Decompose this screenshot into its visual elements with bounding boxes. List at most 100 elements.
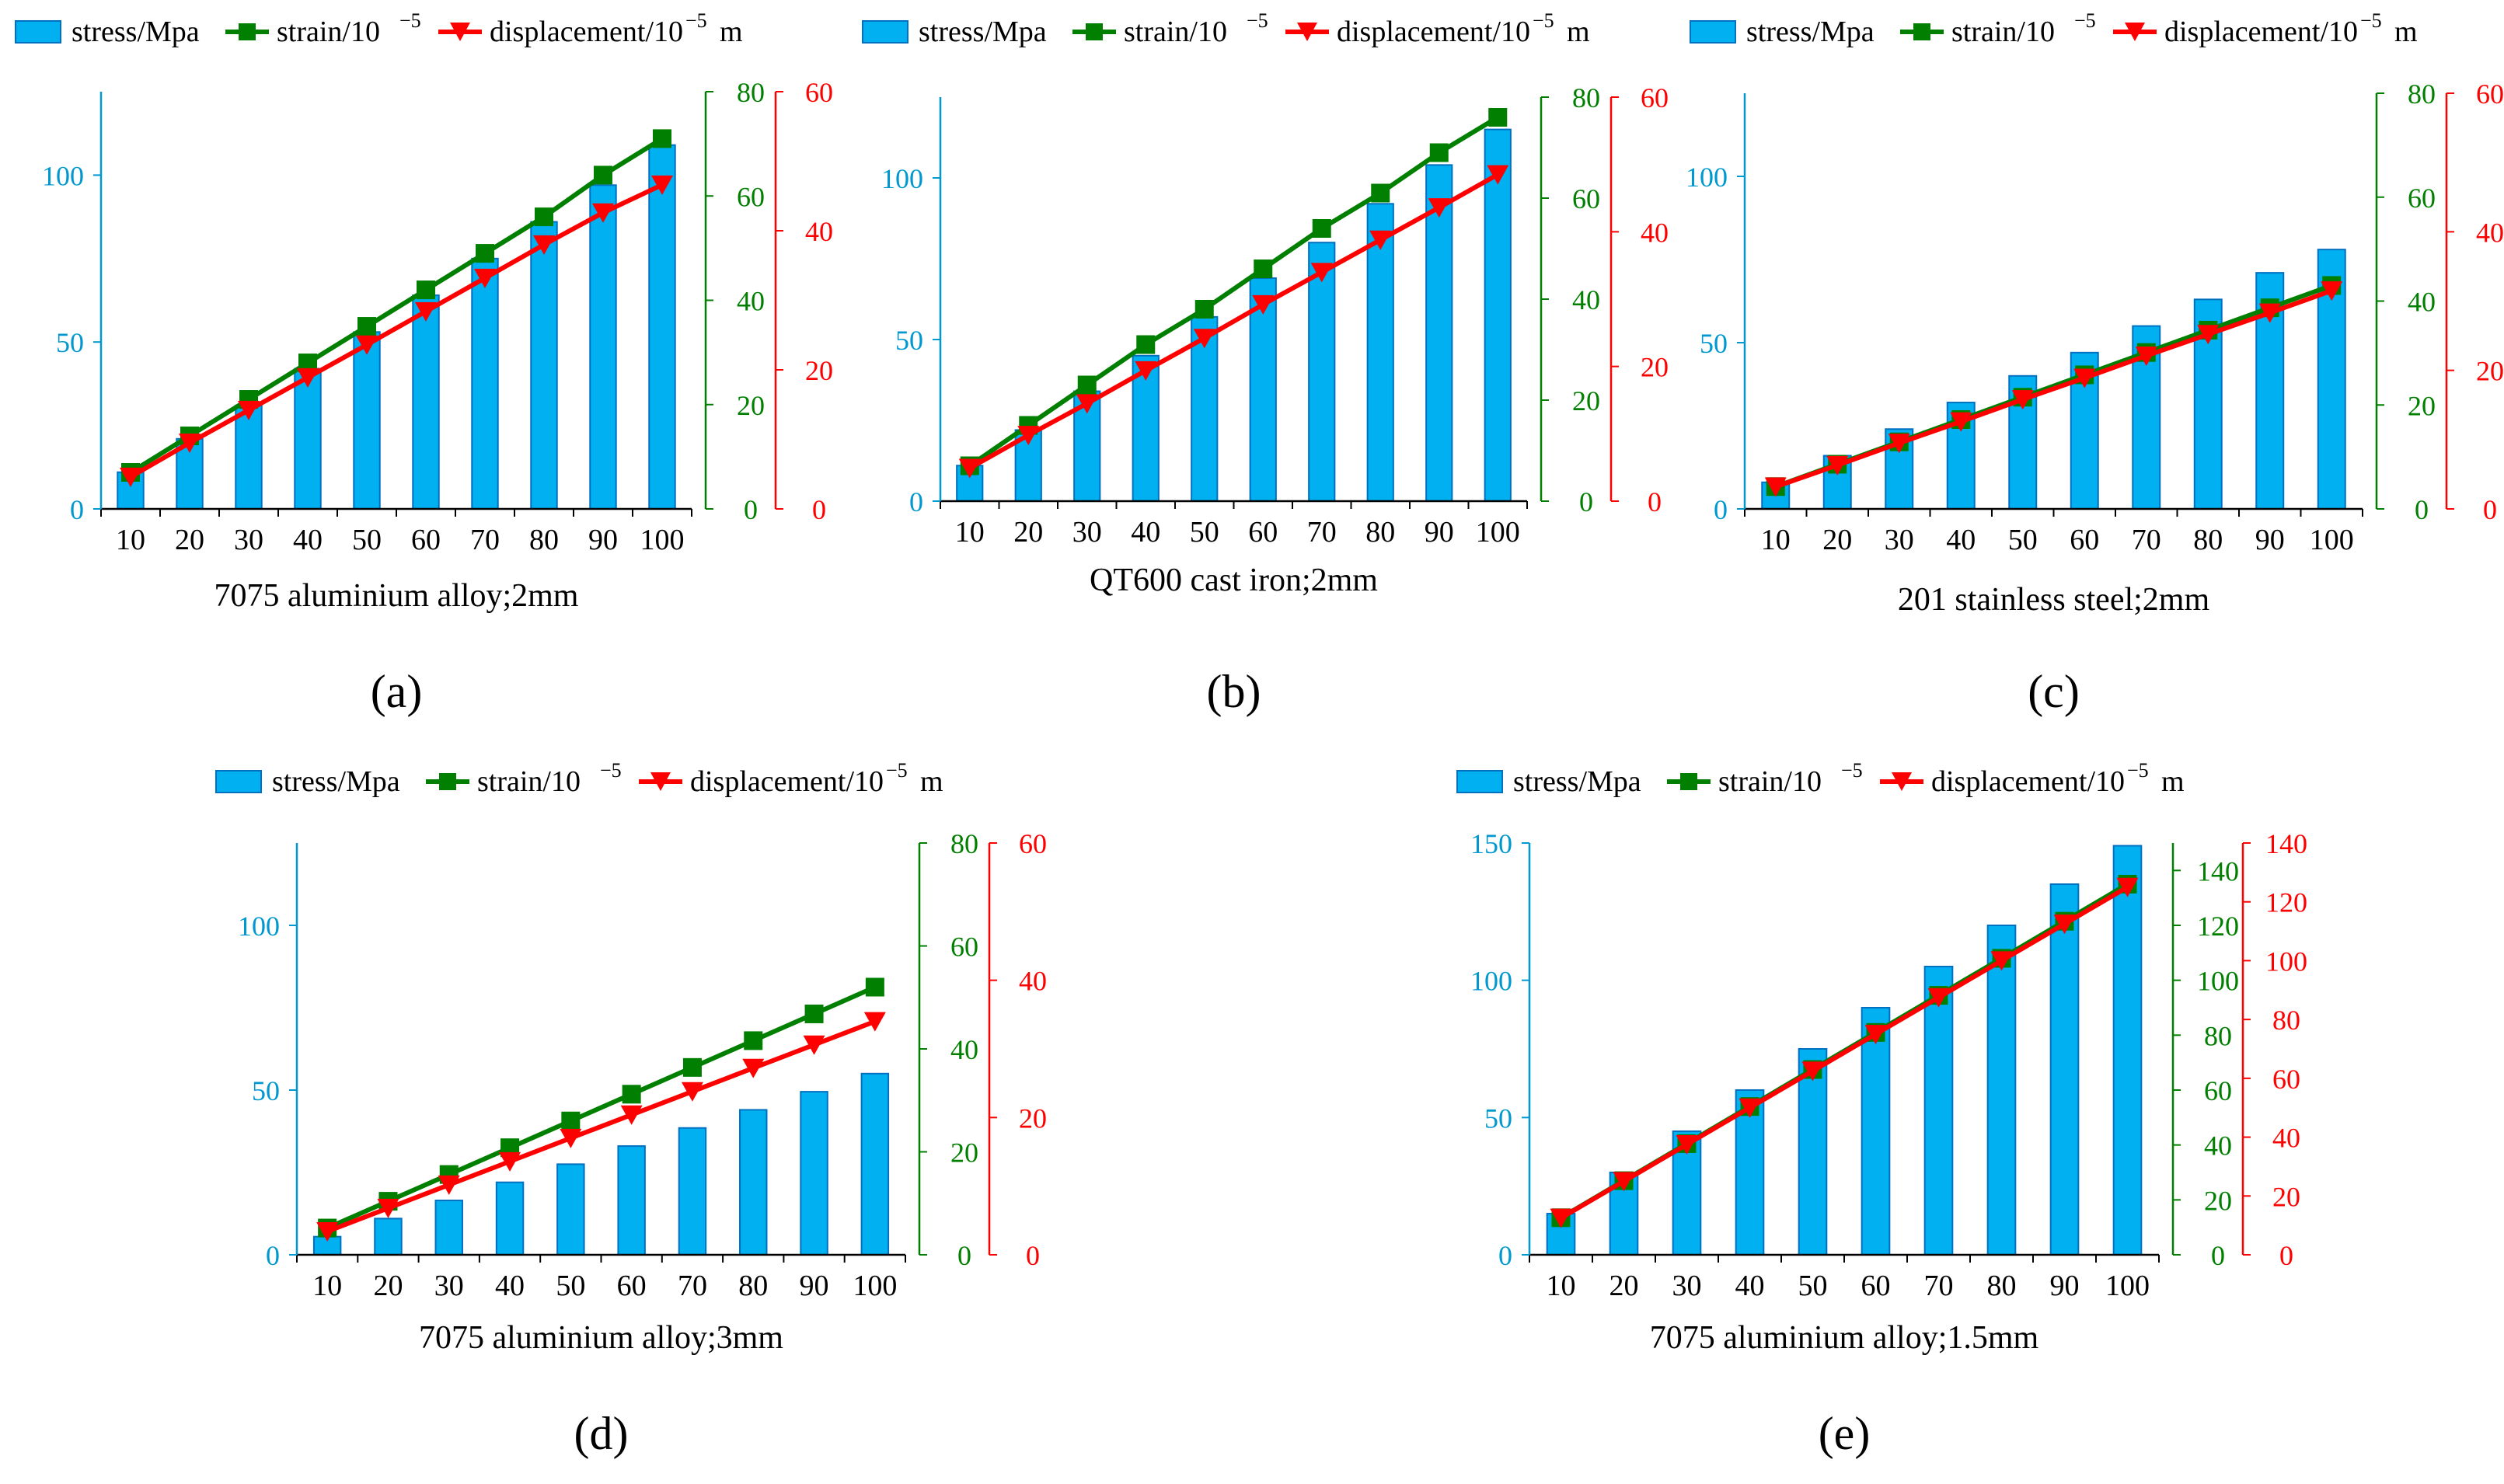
strain-tick-label: 100 (2197, 966, 2239, 997)
displacement-point (415, 301, 437, 322)
strain-point (1077, 375, 1097, 395)
panel-caption: 7075 aluminium alloy;2mm (214, 578, 579, 614)
x-tick-label: 40 (1946, 524, 1976, 556)
legend-displacement-label: displacement/10 (1931, 765, 2125, 798)
displacement-tick-label: 0 (1648, 486, 1662, 517)
strain-tick-label: 80 (950, 828, 978, 859)
stress-bar (1366, 203, 1394, 502)
legend-strain-label: strain/10 (477, 765, 581, 798)
stress-tick-label: 100 (1686, 162, 1728, 193)
displacement-point (2011, 390, 2034, 410)
panel-label: (a) (371, 666, 423, 717)
legend-displacement-marker (1892, 772, 1912, 791)
displacement-point (1310, 263, 1333, 283)
displacement-line (129, 183, 664, 479)
x-tick-label: 100 (2105, 1270, 2150, 1302)
legend-displacement-unit: m (720, 16, 743, 48)
x-tick-label: 10 (955, 516, 985, 549)
x-tick-label: 20 (175, 524, 204, 556)
stress-tick-label: 50 (895, 325, 923, 356)
stress-bar (1484, 128, 1512, 502)
displacement-point (120, 467, 141, 487)
x-tick-label: 30 (434, 1270, 464, 1302)
x-tick-label: 10 (1547, 1270, 1576, 1302)
displacement-tick-label: 0 (2279, 1240, 2293, 1271)
x-tick-label: 100 (2310, 524, 2354, 556)
displacement-tick-label: 20 (805, 355, 833, 386)
strain-point (561, 1111, 581, 1130)
displacement-point (742, 1058, 765, 1078)
panel-label: (e) (1819, 1408, 1871, 1459)
stress-bar (1923, 966, 1954, 1256)
stress-tick-label: 50 (1484, 1103, 1512, 1134)
legend-displacement-label: displacement/10 (1337, 16, 1530, 48)
x-tick-label: 80 (738, 1270, 768, 1302)
strain-tick-label: 0 (2211, 1240, 2225, 1271)
stress-tick-label: 100 (238, 911, 280, 942)
x-tick-label: 90 (2050, 1270, 2080, 1302)
strain-tick-label: 60 (737, 181, 765, 212)
x-tick-label: 20 (1013, 516, 1043, 549)
x-tick-label: 50 (1190, 516, 1219, 549)
strain-tick-label: 20 (1572, 385, 1600, 416)
legend-stress-label: stress/Mpa (1513, 765, 1641, 798)
panel-caption: QT600 cast iron;2mm (1090, 563, 1378, 598)
strain-point (1194, 300, 1214, 319)
displacement-point (1826, 455, 1849, 476)
x-tick-label: 50 (352, 524, 382, 556)
strain-tick-label: 60 (2204, 1075, 2232, 1106)
chart-panel-c: stress/Mpa strain/10 −5 displacement/10 −5 m1… (1686, 9, 2504, 717)
strain-tick-label: 0 (744, 494, 758, 525)
stress-bar (678, 1127, 707, 1256)
displacement-point (1135, 361, 1157, 381)
panel-caption: 7075 aluminium alloy;1.5mm (1650, 1320, 2039, 1356)
legend-stress-label: stress/Mpa (919, 16, 1047, 48)
displacement-point (1739, 1098, 1761, 1118)
strain-point (1429, 143, 1449, 162)
displacement-point (238, 400, 260, 420)
x-tick-label: 40 (495, 1270, 525, 1302)
displacement-tick-label: 40 (1641, 217, 1669, 248)
legend-strain-marker (1680, 773, 1697, 790)
displacement-point (179, 433, 201, 453)
displacement-point (2053, 914, 2076, 935)
x-tick-label: 60 (1861, 1270, 1891, 1302)
x-tick-label: 70 (678, 1270, 707, 1302)
stress-bar (800, 1091, 828, 1256)
strain-tick-label: 0 (957, 1240, 971, 1271)
legend-displacement-marker (2125, 23, 2145, 41)
stress-bar (1425, 164, 1453, 503)
legend-displacement-label: displacement/10 (2164, 16, 2358, 48)
x-tick-label: 60 (411, 524, 441, 556)
legend-strain-marker (1086, 23, 1103, 40)
legend-stress-swatch (15, 20, 61, 44)
displacement-point (2073, 368, 2096, 388)
legend-displacement-label: displacement/10 (690, 765, 884, 798)
stress-bar (434, 1200, 463, 1256)
strain-point (622, 1085, 641, 1104)
displacement-point (958, 458, 981, 479)
displacement-tick-label: 20 (2476, 356, 2504, 387)
panel-caption: 7075 aluminium alloy;3mm (419, 1320, 783, 1356)
x-tick-label: 30 (1885, 524, 1914, 556)
panel-label: (d) (574, 1408, 629, 1459)
legend-strain-exponent: −5 (1841, 759, 1863, 782)
stress-bar (556, 1163, 585, 1256)
strain-tick-label: 120 (2197, 911, 2239, 942)
displacement-tick-label: 40 (2476, 217, 2504, 248)
strain-tick-label: 20 (2408, 390, 2436, 421)
stress-bar (648, 144, 676, 510)
x-tick-label: 40 (1735, 1270, 1765, 1302)
legend-stress-swatch (215, 770, 262, 793)
displacement-point (316, 1221, 339, 1242)
strain-tick-label: 60 (950, 932, 978, 963)
legend-strain-marker (439, 773, 456, 790)
legend-displacement-label: displacement/10 (490, 16, 683, 48)
stress-tick-label: 50 (56, 327, 84, 358)
x-tick-label: 80 (1365, 516, 1395, 549)
displacement-tick-label: 60 (1019, 828, 1047, 859)
x-tick-label: 30 (1072, 516, 1102, 549)
stress-tick-label: 50 (1700, 328, 1728, 359)
legend-displacement-unit: m (2161, 765, 2185, 798)
displacement-tick-label: 20 (2272, 1181, 2300, 1212)
